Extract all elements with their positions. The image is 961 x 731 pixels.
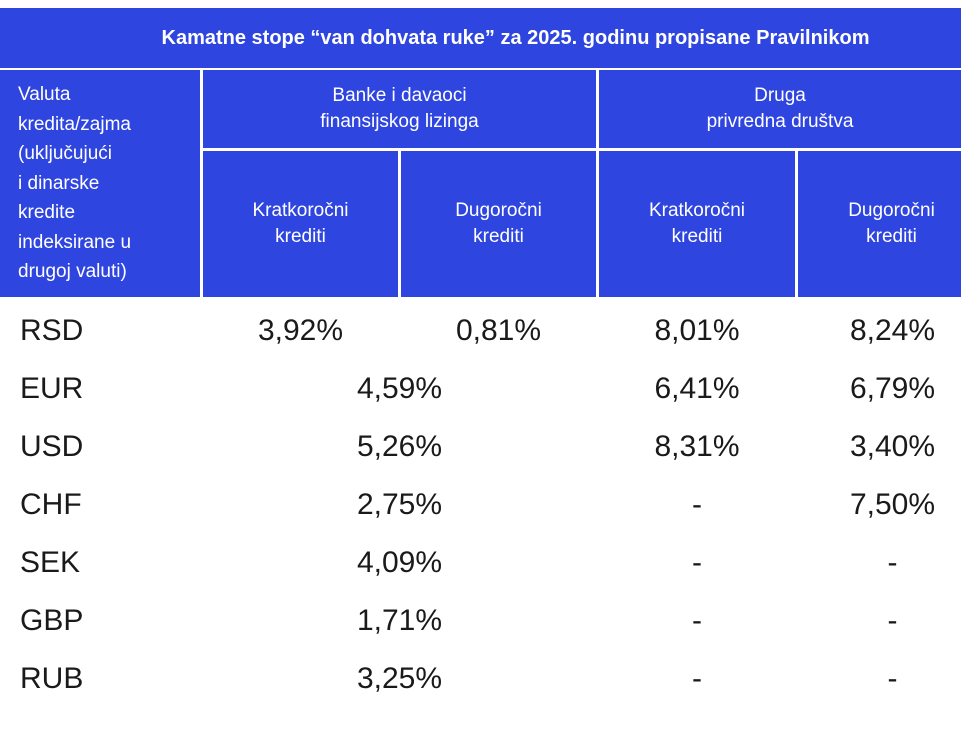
rate-cell: 5,26% [356, 430, 443, 463]
group-header: Druga privredna društva [599, 70, 961, 148]
group-header: Banke i davaoci finansijskog lizinga [203, 70, 596, 148]
rate-cell: 3,25% [356, 662, 443, 695]
rate-cell: 4,59% [356, 372, 443, 405]
corner-header: Valuta kredita/zajma (uključujući i dina… [0, 70, 200, 297]
rate-cell: 2,75% [356, 488, 443, 521]
rate-cell: - [887, 604, 898, 637]
currency: USD [20, 430, 84, 463]
rate-cell: - [692, 488, 702, 521]
rate-cell: - [692, 662, 702, 695]
column-header: Dugoročni krediti [798, 151, 961, 297]
column-header: Dugoročni krediti [401, 151, 596, 297]
rate-cell: 8,31% [654, 430, 740, 463]
currency: EUR [20, 372, 84, 405]
currency: RUB [20, 662, 84, 695]
rate-cell: 8,24% [849, 314, 936, 347]
rate-cell: 1,71% [356, 604, 443, 637]
currency: SEK [20, 546, 81, 579]
rate-cell: - [887, 546, 898, 579]
column-header: Kratkoročni krediti [203, 151, 398, 297]
rate-cell: 8,01% [654, 314, 740, 347]
rate-cell: - [692, 546, 702, 579]
rate-cell: 3,40% [849, 430, 936, 463]
rate-cell: 6,79% [849, 372, 936, 405]
rate-cell: 4,09% [356, 546, 443, 579]
currency: GBP [20, 604, 84, 637]
table-title: Kamatne stope “van dohvata ruke” za 2025… [0, 8, 961, 68]
currency: RSD [20, 314, 84, 347]
rate-cell: 0,81% [455, 314, 542, 347]
rate-cell: 7,50% [849, 488, 936, 521]
rate-cell: - [887, 662, 898, 695]
column-header: Kratkoročni krediti [599, 151, 795, 297]
rate-cell: - [692, 604, 702, 637]
rate-cell: 6,41% [654, 372, 740, 405]
currency: CHF [20, 488, 82, 521]
rate-cell: 3,92% [257, 314, 344, 347]
